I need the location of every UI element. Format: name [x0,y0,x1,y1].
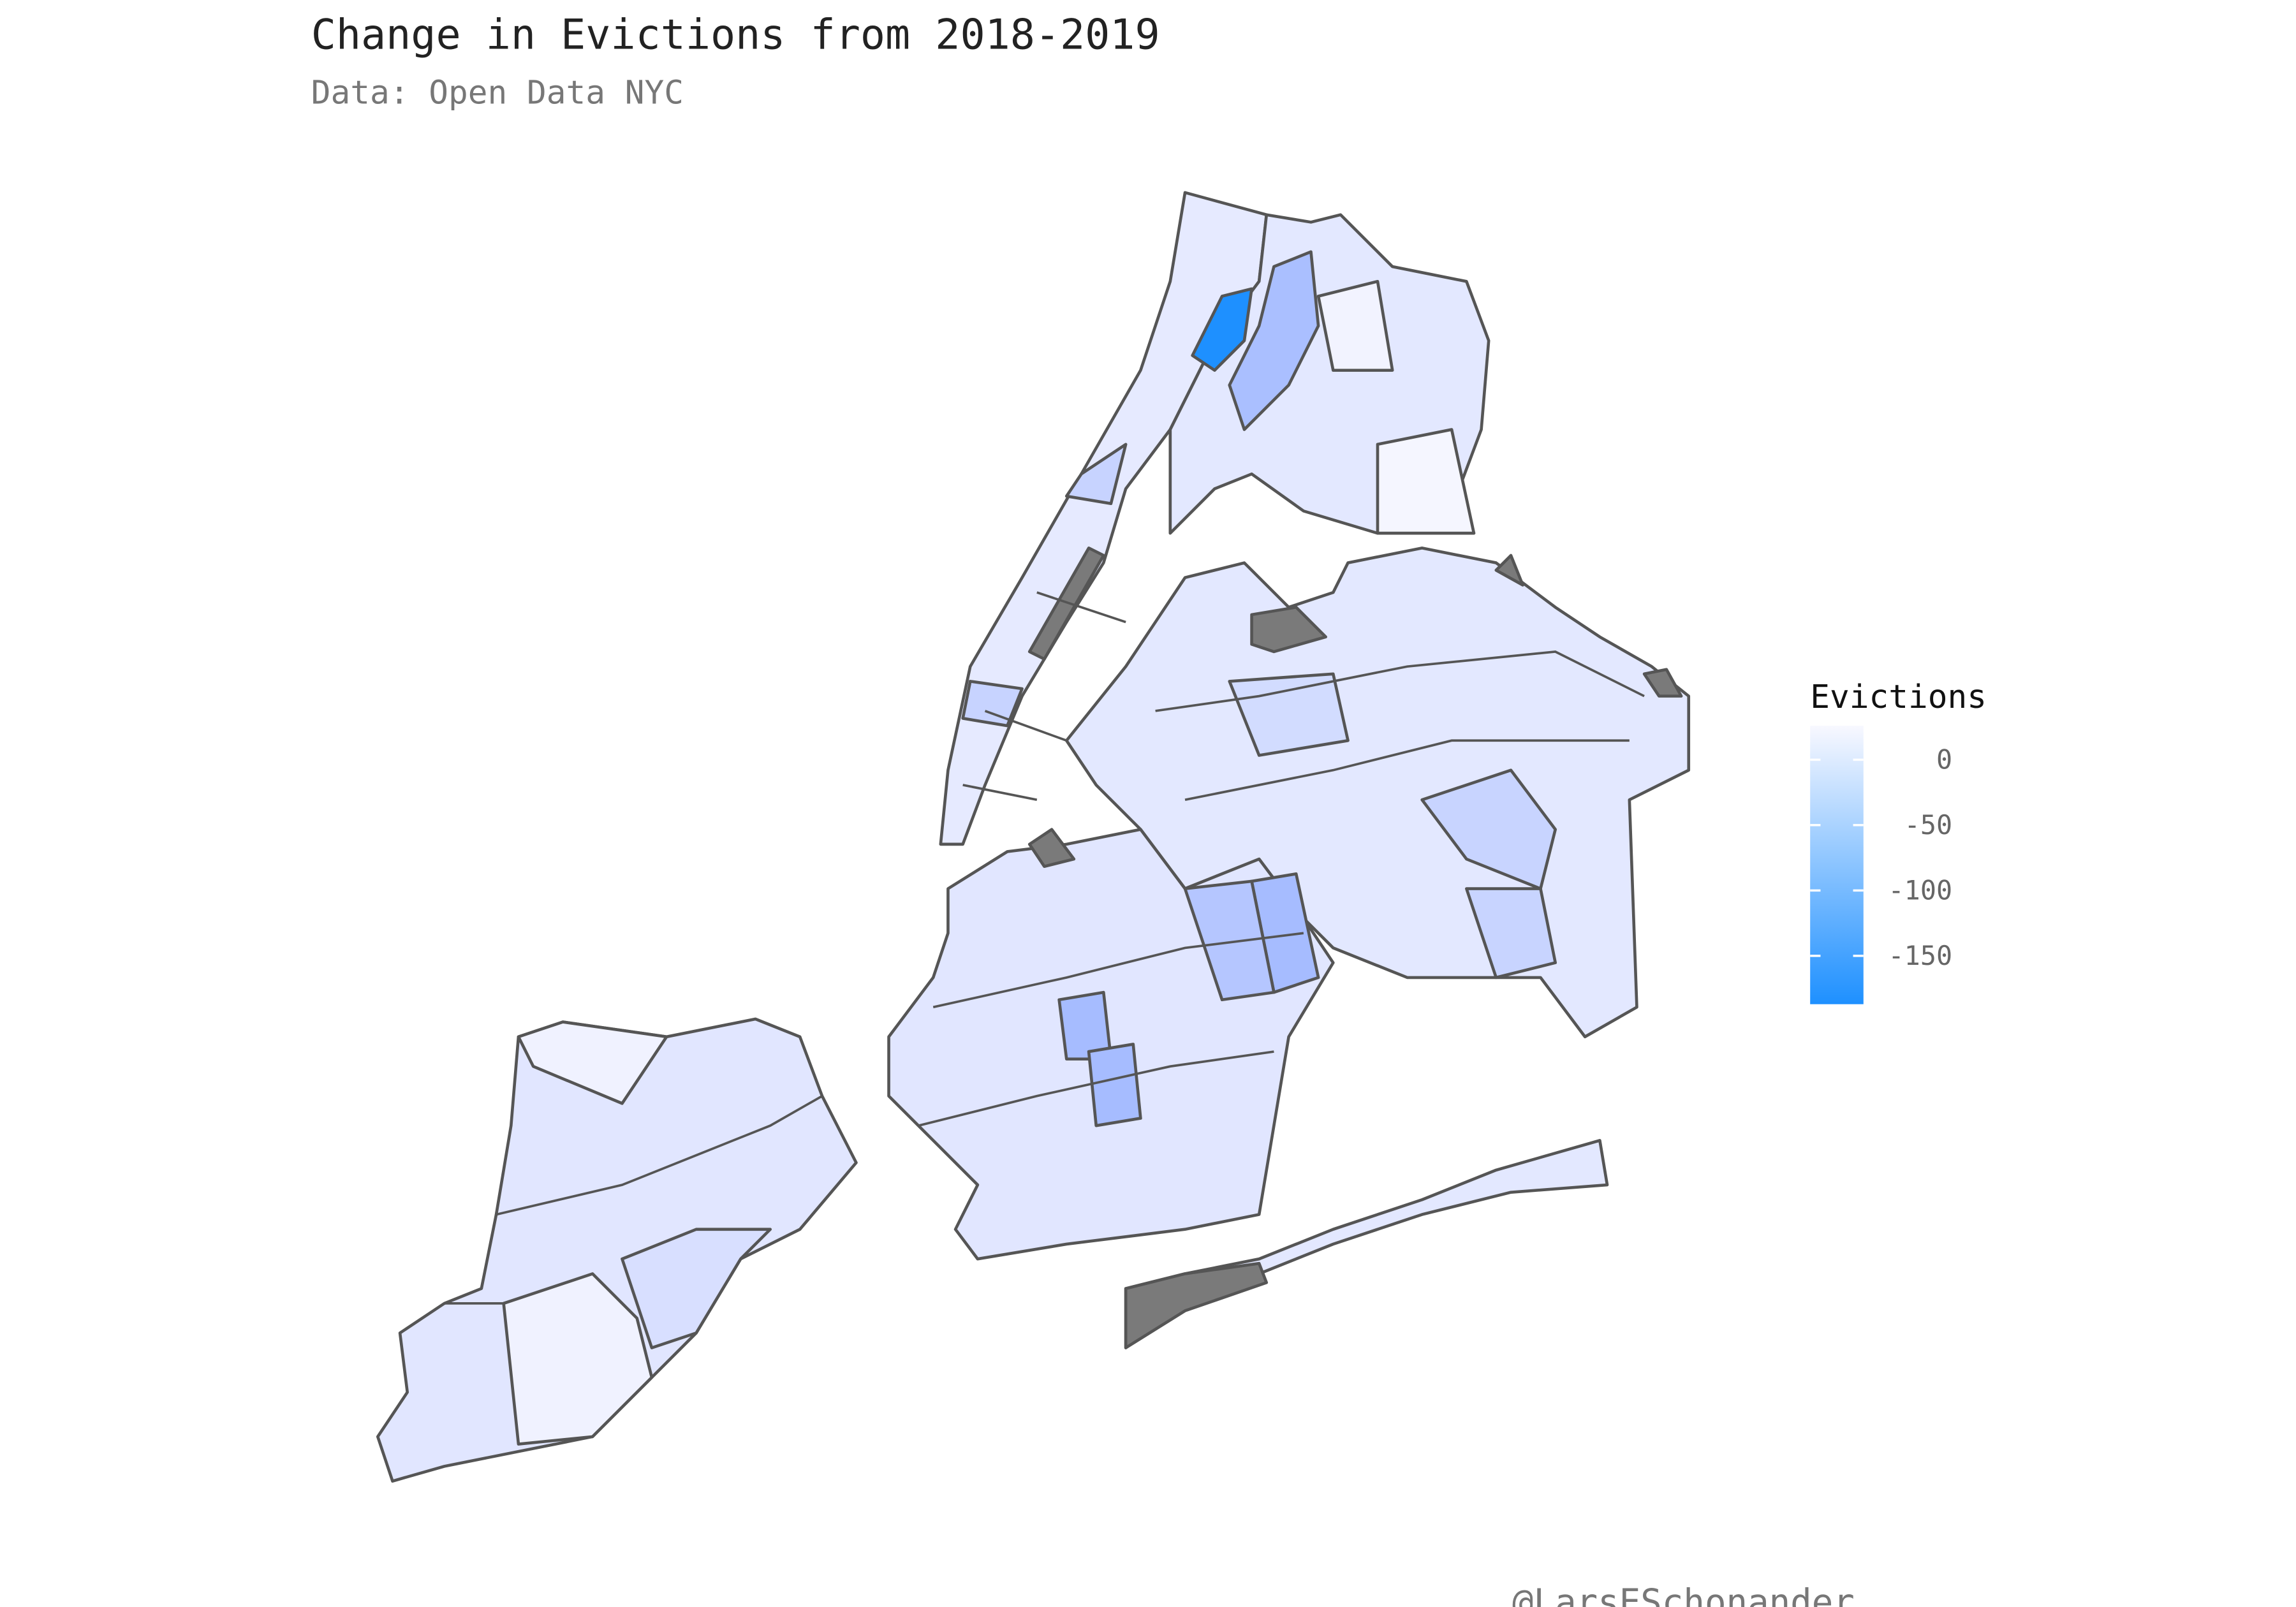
tract [1183,879,1276,1002]
legend: Evictions 0 -50 -100 -150 [1810,679,1987,1004]
unpopulated [1027,828,1076,869]
tract [621,1228,772,1349]
tract [1465,887,1557,980]
unpopulated [1124,1261,1269,1349]
caption: @LarsESchonander [1512,1582,1855,1607]
subtitle: Data: Open Data NYC [311,75,684,112]
colorbar-tick-label: -150 [1888,940,1953,971]
tract [1420,768,1557,890]
boroughs [376,191,1691,1483]
unpopulated [1642,668,1683,698]
tract [1376,428,1476,535]
colorbar [1810,726,1864,1004]
tract [517,1020,668,1105]
colorbar-tick-label: -50 [1904,809,1953,840]
colorbar-tick-label: -100 [1888,874,1953,906]
tract [1087,1043,1142,1127]
unpopulated [1494,554,1524,587]
tract-line [962,784,1038,802]
colorbar-tick-label: 0 [1936,744,1952,775]
tract-line [1155,650,1645,712]
legend-title: Evictions [1810,679,1987,716]
tract [961,680,1024,728]
tract [1064,443,1128,506]
airport [1250,605,1328,654]
tract-line [1184,739,1630,802]
title: Change in Evictions from 2018-2019 [311,11,1160,59]
tract [1316,279,1394,372]
tract-line [984,710,1067,742]
tract [502,1272,654,1446]
tract [1191,287,1253,372]
tract-line [1036,591,1126,624]
tract-line [932,932,1304,1009]
tract-line [496,1095,823,1216]
tract-line [918,1050,1274,1127]
tract [1228,672,1350,757]
tract [1228,250,1320,431]
